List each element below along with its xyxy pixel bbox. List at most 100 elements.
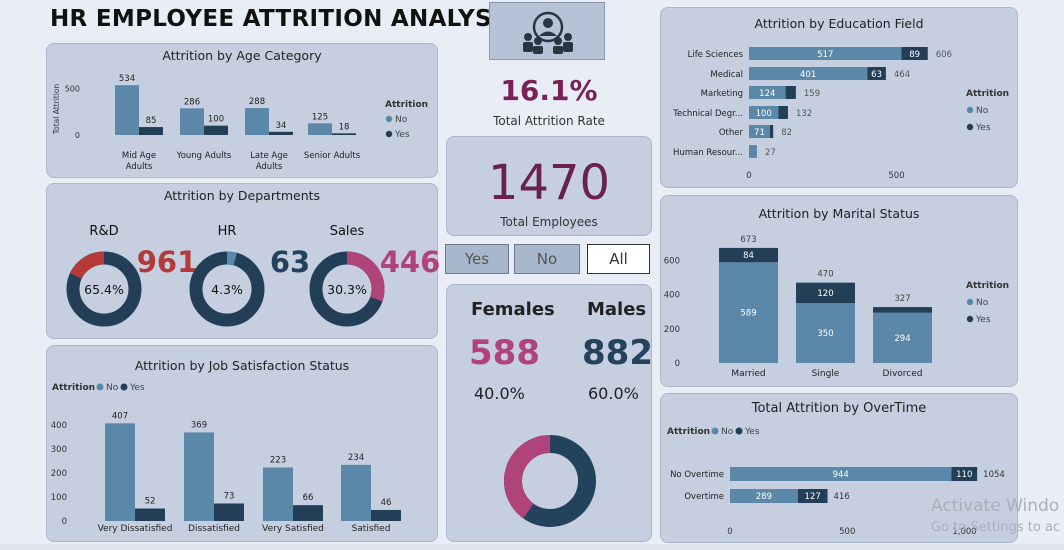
edu-legend-no: No — [976, 106, 989, 116]
edu-legend-no-icon — [966, 106, 974, 114]
marital-bar-label-yes: 120 — [817, 289, 833, 299]
dept-count: 446 — [380, 245, 439, 279]
marital-legend-title: Attrition — [966, 281, 1009, 291]
jobsat-bar-yes — [371, 509, 401, 521]
overtime-bar-yes — [797, 489, 828, 503]
overtime-x-tick: 1,000 — [952, 527, 976, 537]
dept-name-0: R&D — [89, 224, 118, 239]
age-legend-yes-icon — [385, 130, 393, 138]
age-y-tick: 0 — [75, 131, 80, 140]
slicer-no-button[interactable]: No — [514, 244, 580, 274]
gender-donut — [504, 435, 596, 527]
edu-bar-no — [749, 106, 779, 119]
bottom-scrollbar[interactable] — [0, 544, 1064, 550]
marital-y-tick: 600 — [664, 256, 680, 266]
marital-bar-label-no: 294 — [894, 334, 910, 344]
age-legend-yes: Yes — [394, 130, 410, 140]
overtime-legend-no-icon — [711, 427, 719, 435]
jobsat-bar-no — [105, 423, 135, 521]
marital-bar-no — [796, 303, 855, 363]
overtime-category-label: No Overtime — [670, 470, 724, 480]
jobsat-category-label: Very Dissatisfied — [98, 524, 173, 534]
jobsat-chart: Attrition No Yes 0 100 200 300 400 407 52 Very Dis… — [51, 383, 401, 534]
marital-bar-yes — [719, 247, 778, 263]
overtime-bar-label-no: 289 — [756, 492, 772, 502]
age-legend-no-icon — [385, 115, 393, 123]
activation-watermark: Activate Windo — [931, 496, 1060, 516]
jobsat-bar-no — [184, 432, 214, 521]
edu-bar-label-no: 100 — [756, 109, 772, 119]
marital-chart-title: Attrition by Marital Status — [758, 206, 920, 221]
jobsat-bar-label: 369 — [191, 420, 207, 430]
slicer-all-button[interactable]: All — [587, 244, 650, 274]
gender-donut-females — [504, 435, 596, 527]
attrition-rate-value: 16.1% — [500, 74, 598, 107]
departments-panel: Attrition by Departments R&D 65.4% 961 HR 4.… — [46, 183, 439, 339]
slicer-yes-button[interactable]: Yes — [445, 244, 509, 274]
age-bar-label: 534 — [119, 74, 135, 84]
edu-bar-label-yes: 89 — [909, 50, 920, 60]
jobsat-bar-label: 223 — [270, 455, 286, 465]
age-category-label: Mid Age — [122, 151, 156, 161]
edu-bar-no — [749, 86, 786, 99]
marital-legend-no: No — [976, 298, 989, 308]
dashboard-title: HR EMPLOYEE ATTRITION ANALYSIS — [50, 6, 518, 32]
jobsat-y-tick: 400 — [51, 421, 67, 431]
departments-chart-title: Attrition by Departments — [163, 188, 321, 203]
age-category-label: Late Age — [250, 151, 288, 161]
females-count: 588 — [469, 333, 540, 373]
age-bar-label: 100 — [208, 115, 224, 125]
edu-category-label: Life Sciences — [688, 50, 744, 60]
edu-bar-no — [749, 67, 868, 80]
overtime-legend-yes-icon — [735, 427, 743, 435]
dept-name-2: Sales — [330, 224, 365, 239]
dept-count: 63 — [270, 245, 310, 279]
marital-legend-yes-icon — [966, 315, 974, 323]
overtime-chart: Attrition No Yes No Overtime 944 110 1054 Overt… — [667, 427, 1005, 537]
marital-y-tick: 0 — [675, 359, 680, 369]
marital-category-label: Divorced — [883, 369, 923, 379]
edu-total-label: 132 — [796, 109, 812, 119]
overtime-legend-no: No — [721, 427, 734, 437]
edu-bar-yes — [785, 86, 796, 99]
marital-bar-label-no: 589 — [740, 309, 756, 319]
jobsat-y-tick: 0 — [62, 517, 67, 527]
jobsat-y-tick: 200 — [51, 469, 67, 479]
marital-bar-yes — [796, 282, 855, 304]
dept-count: 961 — [137, 245, 198, 279]
team-users-icon — [523, 11, 573, 54]
edu-bar-label-no: 517 — [817, 50, 833, 60]
males-pct: 60.0% — [588, 384, 639, 403]
dept-pct-label: 30.3% — [327, 282, 367, 297]
attrition-rate-label: Total Attrition Rate — [493, 114, 605, 128]
marital-bar-label-no: 350 — [817, 329, 833, 339]
edu-category-label: Other — [719, 128, 744, 138]
departments-chart: R&D 65.4% 961 HR 4.3% 63 Sales 30.3% 446 — [66, 224, 439, 327]
age-bar-label: 18 — [339, 122, 350, 132]
total-employees-label: Total Employees — [500, 215, 598, 229]
females-label: Females — [471, 299, 555, 320]
dept-donut-slice — [189, 251, 265, 327]
edu-x-tick: 0 — [746, 171, 751, 181]
marital-y-tick: 400 — [664, 291, 680, 301]
age-bar-yes — [332, 133, 356, 135]
edu-category-label: Marketing — [701, 89, 743, 99]
age-legend-title: Attrition — [385, 100, 428, 110]
edu-category-label: Medical — [710, 70, 743, 80]
age-y-axis-label: Total Attrition — [52, 84, 61, 136]
jobsat-bar-label: 52 — [145, 497, 156, 507]
edu-category-label: Human Resour... — [673, 148, 743, 158]
dept-donut-slice — [309, 251, 385, 327]
dept-name-1: HR — [218, 224, 237, 239]
edu-x-tick: 500 — [888, 171, 904, 181]
overtime-total-label: 1054 — [983, 470, 1005, 480]
edu-total-label: 82 — [781, 128, 792, 138]
overtime-bar-label-yes: 110 — [956, 470, 972, 480]
age-category-panel: Attrition by Age Category Total Attritio… — [46, 43, 438, 178]
overtime-bar-yes — [951, 467, 978, 481]
marital-category-label: Single — [812, 369, 840, 379]
edu-legend-yes: Yes — [975, 123, 991, 133]
age-category-label: Senior Adults — [304, 151, 361, 161]
attrition-rate-kpi: 16.1% Total Attrition Rate — [446, 70, 652, 132]
